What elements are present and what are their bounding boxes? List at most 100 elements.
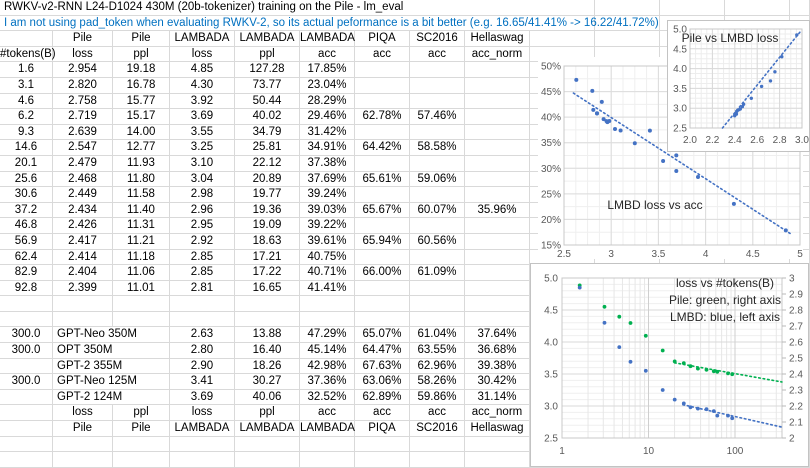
sheet-cell[interactable]: 2.85 [170, 249, 235, 266]
chart-pile-vs-lmbd-loss[interactable]: 2.5 3.0 3.5 4.0 4.5 5.0 2.0 2.2 2.4 2.6 2.8 3.0 Pile… [667, 20, 810, 152]
sheet-cell[interactable]: 18.63 [235, 233, 300, 250]
sheet-cell[interactable]: 35.96% [465, 202, 530, 219]
sheet-cell[interactable] [0, 405, 53, 422]
sheet-cell[interactable]: 25.6 [0, 171, 53, 188]
sheet-cell[interactable]: 31.42% [300, 124, 355, 141]
sheet-cell[interactable]: 3.04 [170, 171, 235, 188]
sheet-cell[interactable] [0, 436, 53, 453]
sheet-cell[interactable]: 11.18 [113, 249, 170, 266]
sheet-cell[interactable]: acc_norm [465, 46, 530, 63]
sheet-cell[interactable]: 40.75% [300, 249, 355, 266]
sheet-cell[interactable]: 2.639 [53, 124, 113, 141]
sheet-cell[interactable] [53, 436, 113, 453]
sheet-cell[interactable] [725, 0, 790, 16]
sheet-cell[interactable]: 17.21 [235, 249, 300, 266]
sheet-cell[interactable]: loss [170, 405, 235, 422]
model-name-cell[interactable]: GPT-2 124M [53, 389, 170, 406]
sheet-cell[interactable] [300, 296, 355, 312]
sheet-cell[interactable] [355, 93, 410, 110]
sheet-cell[interactable]: 11.31 [113, 218, 170, 234]
sheet-cell[interactable] [53, 452, 113, 468]
sheet-cell[interactable] [235, 452, 300, 468]
sheet-cell[interactable]: LAMBADA [300, 31, 355, 47]
sheet-cell[interactable] [465, 187, 530, 203]
sheet-cell[interactable]: 2.63 [170, 327, 235, 344]
sheet-cell[interactable]: 3.41 [170, 374, 235, 390]
sheet-cell[interactable]: 4.6 [0, 93, 53, 110]
sheet-cell[interactable] [355, 249, 410, 266]
sheet-cell[interactable]: 58.26% [410, 374, 465, 390]
sheet-cell[interactable]: LAMBADA [170, 31, 235, 47]
sheet-cell[interactable] [300, 452, 355, 468]
sheet-cell[interactable] [595, 0, 660, 16]
sheet-cell[interactable] [0, 389, 53, 406]
sheet-cell[interactable]: 2.719 [53, 109, 113, 125]
sheet-cell[interactable]: LAMBADA [170, 421, 235, 437]
sheet-cell[interactable]: 39.61% [300, 233, 355, 250]
sheet-cell[interactable] [235, 296, 300, 312]
sheet-cell[interactable]: 34.79 [235, 124, 300, 141]
sheet-cell[interactable] [0, 15, 595, 32]
sheet-cell[interactable]: 37.36% [300, 374, 355, 390]
sheet-cell[interactable]: Hellaswag [465, 31, 530, 47]
sheet-cell[interactable]: 4.30 [170, 77, 235, 94]
sheet-cell[interactable] [465, 93, 530, 110]
sheet-cell[interactable]: 19.36 [235, 202, 300, 219]
sheet-cell[interactable] [53, 311, 113, 328]
sheet-cell[interactable] [465, 124, 530, 141]
sheet-cell[interactable]: 18.26 [235, 358, 300, 375]
sheet-cell[interactable]: SC2016 [410, 421, 465, 437]
sheet-cell[interactable]: 3.69 [170, 109, 235, 125]
sheet-cell[interactable]: 30.42% [465, 374, 530, 390]
sheet-cell[interactable] [355, 311, 410, 328]
sheet-cell[interactable]: 37.2 [0, 202, 53, 219]
sheet-cell[interactable]: 62.4 [0, 249, 53, 266]
sheet-cell[interactable] [113, 452, 170, 468]
sheet-cell[interactable]: 30.6 [0, 187, 53, 203]
sheet-cell[interactable]: 56.9 [0, 233, 53, 250]
sheet-cell[interactable]: 64.42% [355, 140, 410, 156]
sheet-cell[interactable] [0, 31, 53, 47]
sheet-cell[interactable]: 41.41% [300, 280, 355, 297]
sheet-cell[interactable] [0, 0, 595, 16]
sheet-cell[interactable]: 2.96 [170, 202, 235, 219]
sheet-cell[interactable]: 20.89 [235, 171, 300, 188]
sheet-cell[interactable] [410, 218, 465, 234]
sheet-cell[interactable]: 65.07% [355, 327, 410, 344]
sheet-cell[interactable]: 45.14% [300, 343, 355, 359]
sheet-cell[interactable]: 50.44 [235, 93, 300, 110]
sheet-cell[interactable]: #tokens(B) [0, 46, 56, 63]
sheet-cell[interactable]: 36.68% [465, 343, 530, 359]
sheet-cell[interactable]: 20.1 [0, 155, 53, 172]
sheet-cell[interactable] [355, 280, 410, 297]
sheet-cell[interactable] [465, 77, 530, 94]
sheet-cell[interactable]: 3.10 [170, 155, 235, 172]
sheet-cell[interactable]: 59.06% [410, 171, 465, 188]
sheet-cell[interactable]: 62.96% [410, 358, 465, 375]
sheet-cell[interactable] [465, 265, 530, 281]
sheet-cell[interactable] [410, 452, 465, 468]
sheet-cell[interactable] [0, 358, 53, 375]
sheet-cell[interactable]: 25.81 [235, 140, 300, 156]
sheet-cell[interactable] [465, 436, 530, 453]
sheet-cell[interactable]: 17.85% [300, 62, 355, 78]
sheet-cell[interactable]: 40.06 [235, 389, 300, 406]
sheet-cell[interactable]: Pile [113, 31, 170, 47]
sheet-cell[interactable]: 3.55 [170, 124, 235, 141]
sheet-cell[interactable]: 39.38% [465, 358, 530, 375]
sheet-cell[interactable] [465, 140, 530, 156]
sheet-cell[interactable]: 2.404 [53, 265, 113, 281]
sheet-cell[interactable]: 57.46% [410, 109, 465, 125]
sheet-cell[interactable]: 2.954 [53, 62, 113, 78]
sheet-cell[interactable]: 61.09% [410, 265, 465, 281]
sheet-cell[interactable]: 23.04% [300, 77, 355, 94]
sheet-cell[interactable]: 300.0 [0, 374, 53, 390]
sheet-cell[interactable]: 37.64% [465, 327, 530, 344]
sheet-cell[interactable]: 1.6 [0, 62, 53, 78]
sheet-cell[interactable]: Pile [113, 421, 170, 437]
sheet-cell[interactable]: 31.14% [465, 389, 530, 406]
sheet-cell[interactable]: 2.820 [53, 77, 113, 94]
sheet-cell[interactable]: 63.55% [410, 343, 465, 359]
sheet-cell[interactable] [465, 62, 530, 78]
sheet-cell[interactable]: LAMBADA [235, 421, 300, 437]
